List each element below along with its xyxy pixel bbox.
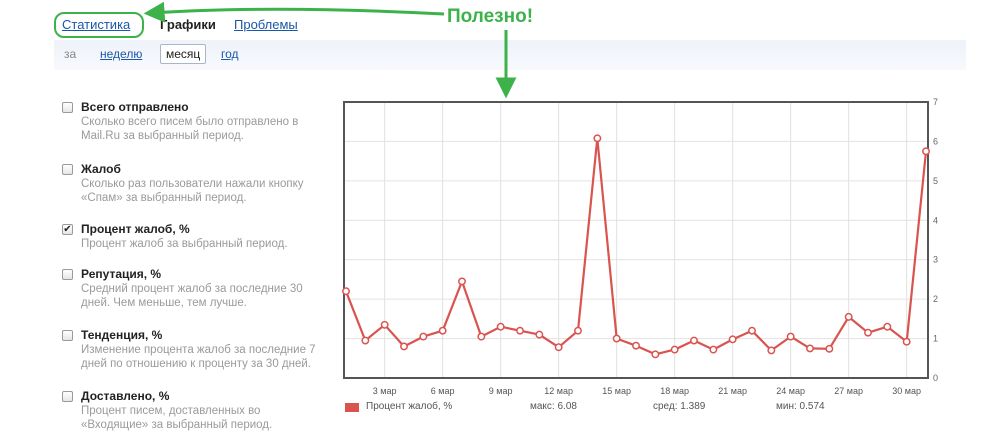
data-point — [883, 322, 892, 331]
data-point — [574, 326, 582, 335]
data-point — [922, 147, 930, 156]
metric-description: Средний процент жалоб за последние 30 дн… — [81, 283, 303, 309]
data-point — [670, 345, 679, 354]
data-point — [535, 330, 544, 339]
y-tick-label: 5 — [933, 176, 938, 186]
x-tick-label: 18 мар — [660, 386, 689, 396]
metric-title: Репутация, % — [81, 267, 162, 281]
data-point — [361, 336, 370, 345]
y-tick-label: 7 — [933, 97, 938, 107]
stat-avg: сред: 1.389 — [653, 401, 706, 412]
period-selector: за неделю месяц год — [54, 40, 966, 70]
metric-description: Изменение процента жалоб за последние 7 … — [81, 344, 316, 370]
metric-checkbox-complaint-percent[interactable]: ✔ — [62, 224, 73, 235]
data-point — [806, 344, 814, 353]
y-tick-label: 0 — [933, 373, 938, 383]
chart-series — [342, 134, 930, 359]
data-point — [554, 343, 563, 352]
data-point — [651, 350, 660, 359]
series-line — [344, 137, 928, 356]
stat-min: мин: 0.574 — [776, 401, 825, 412]
data-point — [864, 328, 872, 337]
x-tick-label: 9 мар — [489, 386, 513, 396]
data-point — [728, 335, 737, 344]
data-point — [786, 332, 795, 341]
data-point — [380, 320, 389, 329]
chart-x-axis: 3 мар 6 мар 9 мар 12 мар 15 мар 18 мар 21 мар 2… — [373, 386, 921, 396]
x-tick-label: 12 мар — [544, 386, 573, 396]
data-point — [825, 344, 834, 353]
tab-statistics[interactable]: Статистика — [62, 17, 131, 32]
data-point — [419, 332, 428, 341]
y-tick-label: 1 — [933, 334, 938, 344]
period-month-button[interactable]: месяц — [160, 44, 207, 64]
y-tick-label: 3 — [933, 255, 938, 265]
chart-y-axis: 0 1 2 3 4 5 6 7 — [933, 97, 938, 383]
x-tick-label: 30 мар — [892, 386, 921, 396]
x-tick-label: 27 мар — [834, 386, 863, 396]
y-tick-label: 6 — [933, 136, 938, 146]
metric-description: Сколько раз пользователи нажали кнопку «… — [81, 178, 304, 204]
x-tick-label: 3 мар — [373, 386, 397, 396]
legend-label: Процент жалоб, % — [366, 401, 453, 412]
x-tick-label: 15 мар — [602, 386, 631, 396]
metric-title: Доставлено, % — [81, 389, 170, 403]
metric-title: Тенденция, % — [81, 328, 163, 342]
data-point — [748, 326, 756, 335]
legend-swatch — [345, 403, 359, 412]
data-point — [496, 322, 505, 331]
data-point — [458, 277, 466, 286]
data-point — [844, 312, 853, 321]
x-tick-label: 24 мар — [776, 386, 805, 396]
metric-checkbox-complaints[interactable] — [62, 164, 73, 175]
metric-description: Процент жалоб за выбранный период. — [81, 238, 288, 250]
data-point — [612, 334, 621, 343]
stat-max: макс: 6.08 — [530, 401, 577, 412]
period-year-link[interactable]: год — [221, 47, 239, 61]
metric-checkbox-total-sent[interactable] — [62, 102, 73, 113]
period-week-link[interactable]: неделю — [100, 47, 143, 61]
data-point — [516, 326, 524, 335]
data-point — [342, 287, 350, 296]
chart-frame — [343, 101, 929, 379]
data-point — [593, 134, 602, 143]
chart-grid — [344, 102, 928, 378]
period-label: за — [64, 47, 77, 61]
metric-title: Процент жалоб, % — [81, 222, 190, 236]
tab-charts[interactable]: Графики — [160, 17, 216, 32]
data-point — [632, 341, 640, 350]
metric-description: Процент писем, доставленных во «Входящие… — [81, 405, 273, 431]
metric-title: Всего отправлено — [81, 100, 189, 114]
data-point — [709, 345, 718, 354]
metric-checkbox-delivered[interactable] — [62, 391, 73, 402]
y-tick-label: 2 — [933, 294, 938, 304]
metric-title: Жалоб — [81, 162, 121, 176]
x-tick-label: 6 мар — [431, 386, 455, 396]
metric-checkbox-trend[interactable] — [62, 330, 73, 341]
data-point — [902, 337, 911, 346]
data-point — [400, 342, 408, 351]
x-tick-label: 21 мар — [718, 386, 747, 396]
data-point — [438, 326, 447, 335]
tab-highlight-outline — [54, 12, 144, 38]
tab-problems[interactable]: Проблемы — [234, 17, 298, 32]
annotation-arrow-left — [143, 1, 445, 23]
data-point — [767, 346, 776, 355]
annotation-label: Полезно! — [447, 6, 534, 27]
data-point — [690, 336, 698, 345]
metric-description: Сколько всего писем было отправлено в Ma… — [81, 116, 299, 142]
metric-checkbox-reputation[interactable] — [62, 269, 73, 280]
data-point — [477, 332, 486, 341]
y-tick-label: 4 — [933, 215, 938, 225]
